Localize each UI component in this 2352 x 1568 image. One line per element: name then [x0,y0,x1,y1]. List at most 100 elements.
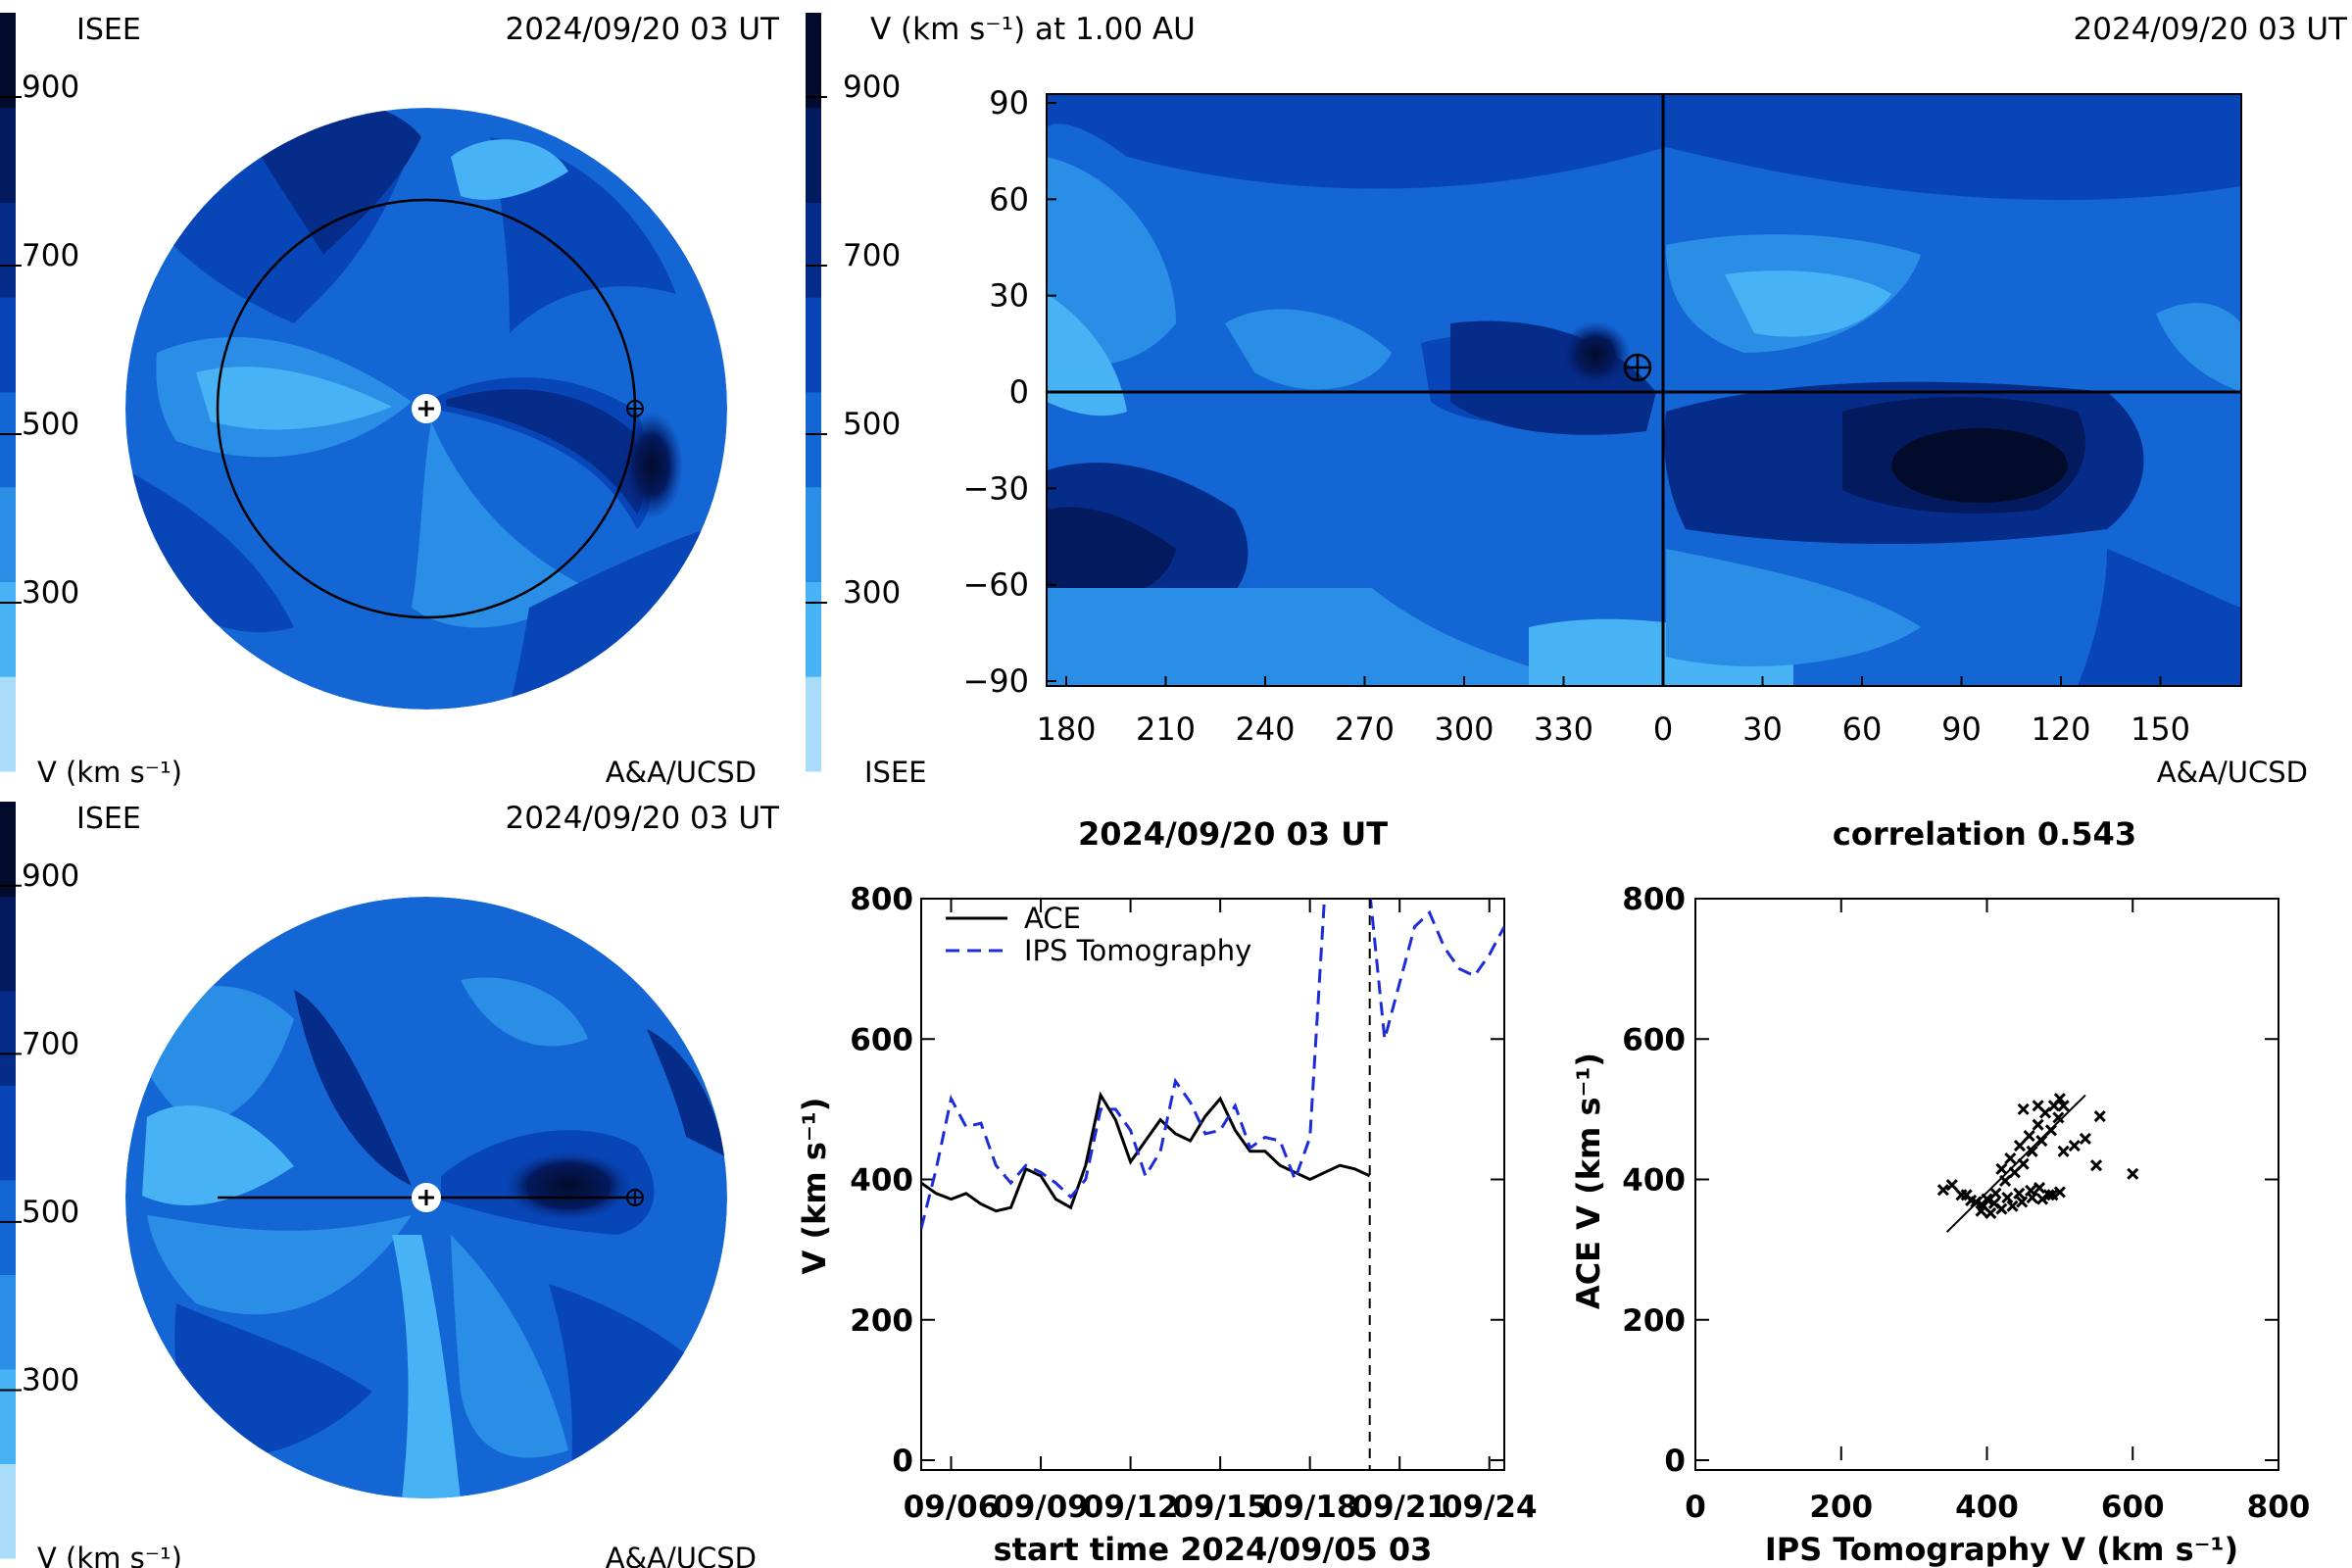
x-tick-label: 09/12 [1083,1490,1179,1525]
colorbar-tick-label: 500 [22,407,79,442]
isee-label: ISEE [864,756,927,789]
colorbar-left-bottom: 900 700 500 300 [0,802,79,1559]
y-tick-label: 600 [850,1022,913,1057]
colorbar-segment [0,202,16,298]
scatter-point [1936,1184,1949,1197]
scatter-marks [1936,1093,2139,1233]
x-tick-label: 800 [2247,1490,2311,1525]
y-tick-label: 400 [850,1163,913,1199]
scatter-point [2032,1100,2044,1112]
colorbar-tick-label: 900 [22,70,79,105]
map-x-tick-label: 0 [1653,710,1673,748]
scatter-point [2026,1145,2038,1157]
y-tick-label: 800 [1622,882,1686,917]
map-x-tick-label: 300 [1434,710,1494,748]
x-tick-label: 200 [1809,1490,1873,1525]
scatter-point [2035,1193,2049,1205]
scatter-point [2089,1159,2103,1172]
scatter-point [2127,1167,2139,1180]
scatter-point [1995,1162,2008,1175]
scatter-point [1960,1189,1973,1201]
ecliptic-panel: 900 700 500 300 ISEE 2024/09/20 03 UT V (km… [0,12,780,789]
scatter-point [1977,1200,1989,1212]
colorbar-tick-label: 700 [843,238,901,273]
colorbar-tick-label: 700 [22,238,79,273]
ips-series-line [921,899,1504,1229]
scatter-point [2017,1102,2030,1115]
colorbar-tick-label: 700 [22,1026,79,1061]
y-tick-label: 0 [892,1444,913,1479]
colorbar-segment [0,896,16,992]
colorbar-segment [806,107,821,203]
y-tick-label: 600 [1622,1022,1686,1057]
scatter-point [2016,1196,2029,1208]
colorbar-segment [0,802,16,897]
panel-time: 2024/09/20 03 UT [506,801,781,836]
colorbar-segment [806,581,821,677]
scatter-point [2046,1189,2059,1201]
map-y-tick-label: 60 [989,180,1029,218]
unit-label: V (km s⁻¹) [37,756,182,789]
colorbar-segment [0,13,16,109]
scatter-point [2093,1109,2106,1123]
colorbar-segment [806,297,821,393]
scatter-point [2057,1100,2070,1112]
map-field [1047,94,2241,686]
meridional-panel: 900 700 500 300 ISEE 2024/09/20 03 UT V (km… [0,801,780,1568]
map-frame [1046,93,2242,687]
scatter-point [1989,1187,2002,1200]
colorbar-tick-label: 900 [843,70,901,105]
colorbar-segment [806,676,821,772]
map-time: 2024/09/20 03 UT [2074,12,2349,47]
scatter-point [2023,1130,2035,1143]
colorbar-segment [0,392,16,488]
colorbar-left-top: 900 700 500 300 [0,13,79,772]
colorbar-tick-label: 500 [22,1195,79,1230]
map-x-tick-label: 330 [1534,710,1593,748]
fit-line [1945,1094,2086,1233]
map-x-tick-label: 180 [1036,710,1096,748]
scatter-point [2006,1200,2019,1212]
map-x-tick-label: 60 [1842,710,1883,748]
scatter-point [1945,1179,1958,1192]
colorbar-segment [806,202,821,298]
y-axis-label: V (km s⁻¹) [796,1098,833,1275]
colorbar-segment [806,486,821,582]
map-x-tick-label: 150 [2131,710,2190,748]
scatter-point [2068,1140,2081,1152]
colorbar-segment [0,107,16,203]
scatter-point [2057,1145,2070,1157]
scatter-chart: correlation 0.543 0 200 400 600 800 0 200 400 60… [1570,815,2310,1568]
map-y-tick-label: −30 [962,469,1029,507]
scatter-point [2053,1093,2066,1105]
map-x-tick-label: 120 [2031,710,2090,748]
colorbar-segment [0,1463,16,1559]
isee-label: ISEE [76,13,141,47]
y-tick-label: 200 [850,1303,913,1339]
scatter-point [2025,1184,2037,1198]
x-tick-label: 0 [1685,1490,1706,1525]
map-x-tick-label: 210 [1136,710,1196,748]
legend-ace-label: ACE [1024,902,1081,935]
sun-marker [412,394,441,423]
map-y-tick-label: −90 [962,662,1029,700]
scatter-point [2004,1152,2017,1165]
map-x-tick-label: 30 [1742,710,1783,748]
colorbar-segment [0,581,16,677]
sun-marker [412,1183,441,1212]
time-series-axes: 020040060080009/0609/0909/1209/1509/1809… [796,882,1538,1568]
scatter-point [2079,1132,2091,1146]
panel-time: 2024/09/20 03 UT [506,12,781,47]
x-tick-label: 09/24 [1442,1490,1538,1525]
colorbar-segment [0,297,16,393]
x-tick-label: 09/06 [904,1490,1000,1525]
colorbar-segment [0,1085,16,1181]
y-tick-label: 400 [1622,1163,1686,1199]
map-x-tick-label: 90 [1941,710,1982,748]
x-tick-label: 09/15 [1172,1490,1268,1525]
colorbar-segment [0,1369,16,1464]
chart-title: correlation 0.543 [1833,815,2136,853]
colorbar-segment [0,1180,16,1275]
